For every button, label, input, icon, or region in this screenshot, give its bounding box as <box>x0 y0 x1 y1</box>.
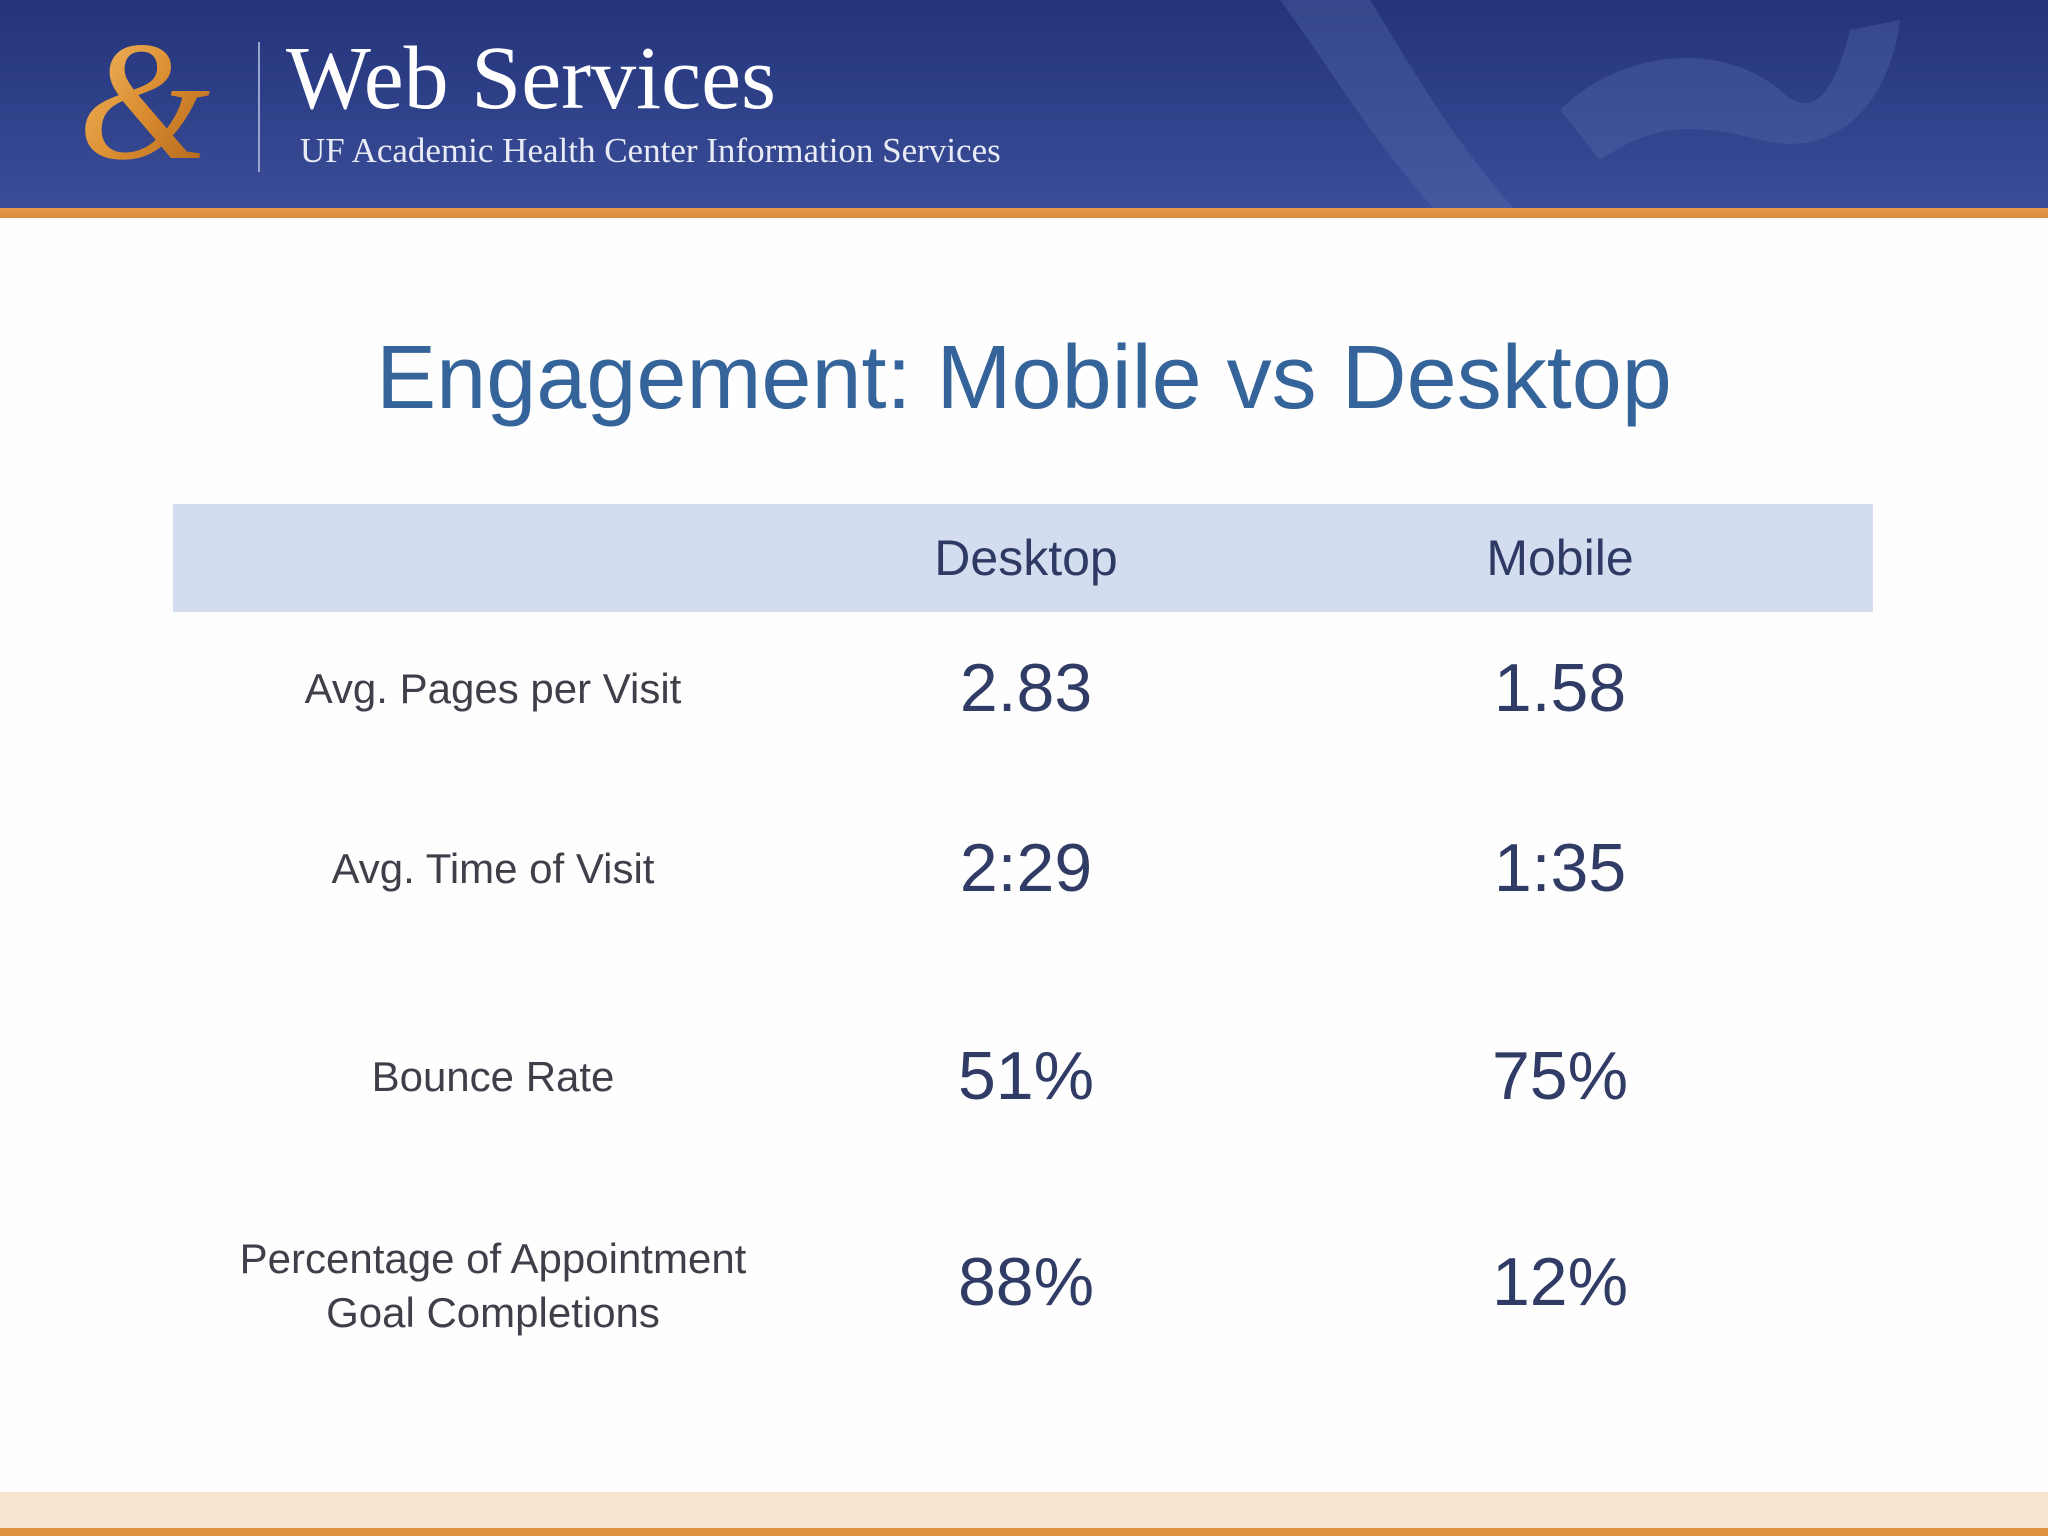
table-row: Avg. Pages per Visit 2.83 1.58 <box>173 648 1873 728</box>
row-label: Percentage of Appointment Goal Completio… <box>239 1235 747 1336</box>
watermark-ampersand-icon <box>1280 0 1900 210</box>
table-row: Avg. Time of Visit 2:29 1:35 <box>173 828 1873 908</box>
mobile-value: 1.58 <box>1493 650 1627 726</box>
page-title: Engagement: Mobile vs Desktop <box>376 328 1672 428</box>
header-accent-stripe <box>0 208 2048 218</box>
desktop-value: 2:29 <box>959 830 1093 906</box>
desktop-value: 2.83 <box>959 650 1093 726</box>
brand-subtitle: UF Academic Health Center Information Se… <box>300 131 1001 170</box>
column-header-desktop: Desktop <box>934 530 1118 586</box>
table-header: Desktop Mobile <box>173 504 1873 612</box>
header-banner: & Web Services UF Academic Health Center… <box>0 0 2048 210</box>
table-row: Bounce Rate 51% 75% <box>173 1036 1873 1116</box>
mobile-value: 75% <box>1491 1038 1629 1114</box>
desktop-value: 88% <box>957 1244 1095 1320</box>
mobile-value: 1:35 <box>1493 830 1627 906</box>
row-label: Avg. Time of Visit <box>331 845 655 892</box>
brand-title: Web Services <box>286 29 777 128</box>
row-label: Avg. Pages per Visit <box>304 665 682 712</box>
svg-text:&: & <box>78 30 210 180</box>
ampersand-logo-icon: & <box>78 30 210 180</box>
footer-accent-stripe <box>0 1528 2048 1536</box>
column-header-mobile: Mobile <box>1486 530 1634 586</box>
logo-divider <box>258 42 260 172</box>
row-label: Bounce Rate <box>371 1053 615 1100</box>
desktop-value: 51% <box>957 1038 1095 1114</box>
table-row: Percentage of Appointment Goal Completio… <box>173 1228 1873 1348</box>
mobile-value: 12% <box>1491 1244 1629 1320</box>
footer-band <box>0 1492 2048 1528</box>
